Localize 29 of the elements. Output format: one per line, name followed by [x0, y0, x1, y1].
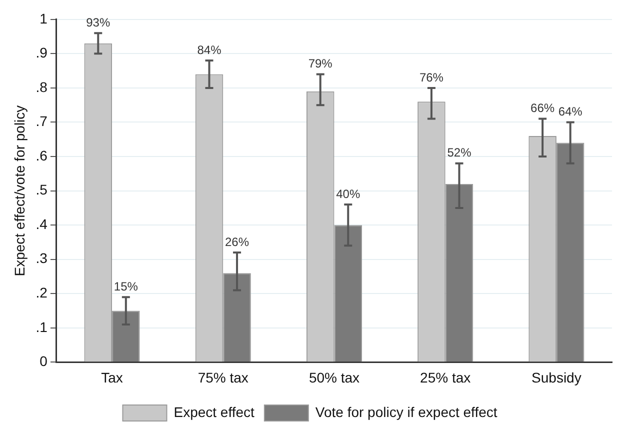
y-tick-label: .6 [36, 147, 48, 164]
y-tick-label: 1 [40, 10, 48, 26]
y-tick-label: .5 [36, 182, 48, 198]
data-label: 84% [197, 42, 222, 57]
y-tick-label: .1 [36, 318, 48, 335]
legend-label: Vote for policy if expect effect [315, 404, 498, 420]
legend-label: Expect effect [174, 404, 255, 420]
y-tick-label: .7 [36, 113, 48, 130]
y-tick-label: .4 [36, 216, 48, 232]
data-label: 64% [558, 104, 583, 119]
data-label: 15% [114, 279, 138, 294]
y-tick-label: 0 [40, 353, 48, 370]
data-label: 79% [308, 56, 333, 71]
y-tick-label: .2 [36, 284, 48, 300]
x-tick-label: Subsidy [532, 369, 582, 386]
data-label: 93% [86, 15, 110, 30]
data-label: 66% [530, 101, 555, 116]
data-label: 76% [419, 70, 444, 84]
data-label: 40% [336, 186, 360, 201]
data-label: 26% [225, 234, 250, 249]
y-axis-title: Expect effect/vote for policy [11, 105, 28, 276]
y-tick-label: .8 [36, 78, 48, 95]
y-tick-label: .3 [36, 250, 48, 266]
x-tick-label: 25% tax [420, 369, 471, 386]
y-tick-label: .9 [36, 44, 48, 61]
x-tick-label: Tax [101, 369, 123, 386]
data-label: 52% [447, 146, 472, 160]
x-tick-label: 50% tax [308, 369, 360, 386]
x-tick-label: 75% tax [198, 369, 248, 386]
